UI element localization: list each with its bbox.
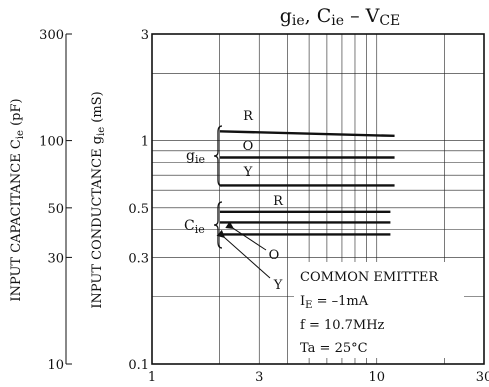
series-gie-Y: Y xyxy=(219,165,395,187)
arrow-y xyxy=(216,229,271,279)
capacitance-tick-label: 100 xyxy=(39,135,64,150)
series-label: Y xyxy=(243,165,253,180)
annotation-line3: f = 10.7MHz xyxy=(300,318,385,333)
series-gie-R: R xyxy=(219,109,395,138)
y-tick-label: 0.5 xyxy=(128,202,149,217)
series-label-y: Y xyxy=(273,278,283,293)
cie-group-label: Cie xyxy=(184,218,205,236)
y-tick-label: 0.1 xyxy=(128,358,149,373)
x-tick-label: 30 xyxy=(476,370,489,385)
series-Cie-R: R xyxy=(219,194,391,214)
y-tick-label: 3 xyxy=(141,28,149,43)
y-tick-label: 1 xyxy=(141,135,149,150)
annotation-box xyxy=(294,262,464,358)
x-tick-label: 1 xyxy=(148,370,156,385)
series-label-o: O xyxy=(269,248,280,263)
capacitance-tick-label: 300 xyxy=(39,28,64,43)
y-tick-label: 0.3 xyxy=(128,251,149,266)
x-tick-label: 3 xyxy=(255,370,263,385)
grid xyxy=(152,34,484,364)
capacitance-axis-title: INPUT CAPACITANCE Cie (pF) xyxy=(9,98,26,301)
capacitance-tick-label: 50 xyxy=(47,202,64,217)
gie-brace xyxy=(213,125,223,187)
series-label: R xyxy=(243,109,254,124)
capacitance-tick-label: 30 xyxy=(47,251,64,266)
series-line xyxy=(219,130,395,138)
annotation-line2: IE = –1mA xyxy=(300,294,369,311)
series-label: O xyxy=(243,139,254,154)
plot-frame xyxy=(151,33,485,365)
chart-title: gie, Cie – VCE xyxy=(280,5,401,29)
annotation-line1: COMMON EMITTER xyxy=(300,270,439,285)
arrow-o xyxy=(225,221,267,251)
series-gie-O: O xyxy=(219,139,395,159)
cie-brace xyxy=(213,201,223,249)
conductance-axis-title: INPUT CONDUCTANCE gie (mS) xyxy=(90,91,107,308)
gie-group-label: gie xyxy=(186,148,205,166)
x-tick-label: 10 xyxy=(368,370,385,385)
annotation-line4: Ta = 25°C xyxy=(300,341,368,356)
series-label: R xyxy=(273,194,284,209)
capacitance-tick-label: 10 xyxy=(47,358,64,373)
